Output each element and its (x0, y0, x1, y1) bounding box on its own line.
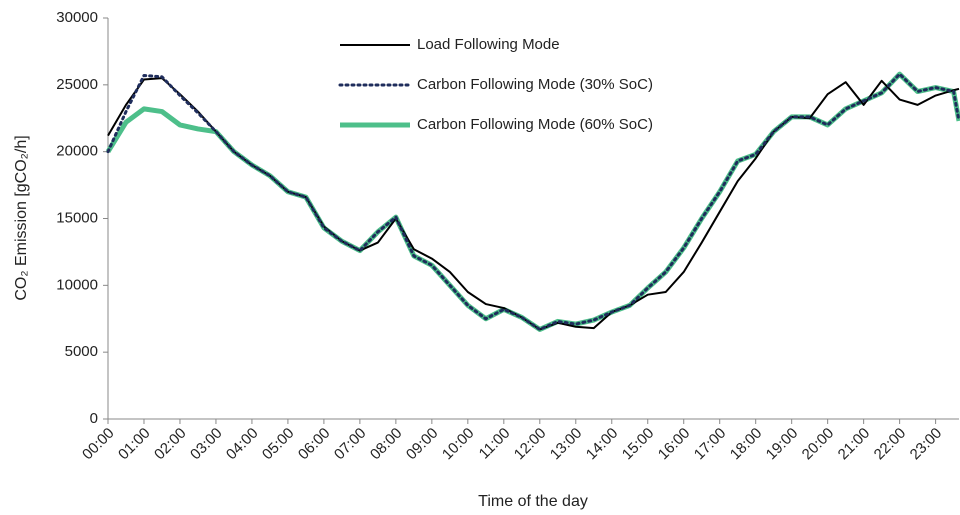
x-tick-label: 19:00 (763, 425, 802, 464)
y-tick-label: 10000 (56, 276, 98, 293)
x-tick-label: 02:00 (151, 425, 190, 464)
series-line (106, 72, 960, 331)
y-tick-label: 0 (90, 410, 98, 427)
x-tick-label: 11:00 (476, 425, 514, 463)
x-tick-label: 07:00 (331, 425, 370, 464)
y-tick-label: 25000 (56, 76, 98, 93)
x-tick-label: 04:00 (223, 425, 262, 464)
x-tick-label: 14:00 (583, 425, 622, 464)
legend-label: Carbon Following Mode (60% SoC) (417, 116, 653, 133)
x-tick-label: 18:00 (727, 425, 766, 464)
legend-label: Carbon Following Mode (30% SoC) (417, 76, 653, 93)
x-tick-label: 10:00 (439, 425, 478, 464)
y-tick-label: 5000 (65, 343, 98, 360)
y-tick-label: 20000 (56, 143, 98, 160)
x-tick-label: 01:00 (115, 425, 154, 464)
x-tick-label: 21:00 (835, 425, 874, 464)
x-tick-label: 17:00 (691, 425, 730, 464)
y-axis-label: CO₂ Emission [gCO₂/h] (13, 135, 30, 300)
x-tick-label: 23:00 (907, 425, 946, 464)
x-tick-label: 00:00 (79, 425, 118, 464)
x-axis-label: Time of the day (478, 493, 588, 510)
x-tick-label: 03:00 (187, 425, 226, 464)
x-tick-label: 20:00 (799, 425, 838, 464)
x-tick-label: 15:00 (619, 425, 658, 464)
y-tick-label: 15000 (56, 209, 98, 226)
x-tick-label: 06:00 (295, 425, 334, 464)
x-tick-label: 05:00 (259, 425, 298, 464)
x-tick-label: 22:00 (871, 425, 910, 464)
x-tick-label: 12:00 (511, 425, 550, 464)
x-tick-label: 08:00 (367, 425, 406, 464)
y-tick-label: 30000 (56, 9, 98, 26)
x-tick-label: 16:00 (655, 425, 694, 464)
legend-label: Load Following Mode (417, 36, 560, 53)
series-line (105, 71, 960, 332)
x-tick-label: 13:00 (547, 425, 586, 464)
x-tick-label: 09:00 (403, 425, 442, 464)
